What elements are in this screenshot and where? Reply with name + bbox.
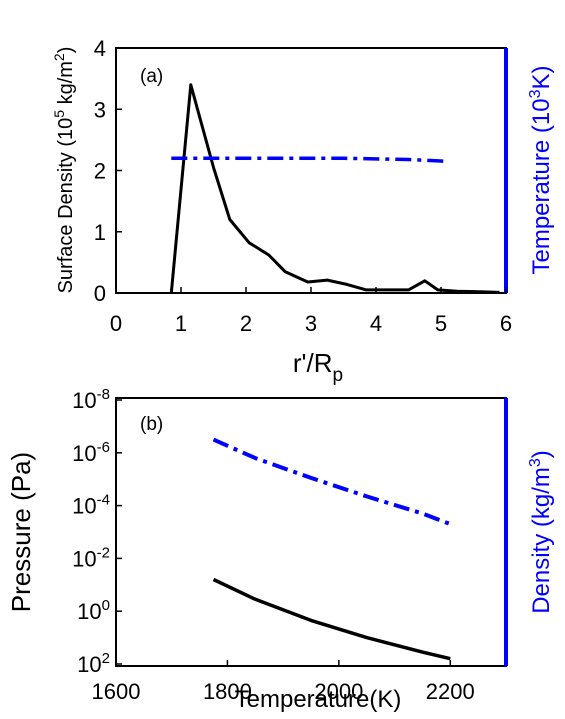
- panel-b-y-tick-base: 10: [72, 494, 96, 519]
- panel-b-y-tick-base: 10: [77, 652, 101, 677]
- panel-a-left-axis-sup1: 5: [51, 110, 67, 118]
- panel-a-x-tick-label: 6: [500, 311, 512, 336]
- panel-a-x-tick-label: 2: [240, 311, 252, 336]
- panel-b-x-axis-title: Temperature(K): [235, 686, 402, 713]
- panel-b-y-tick-exponent: 0: [102, 597, 110, 614]
- panel-a-left-axis-end: ): [55, 47, 77, 54]
- panel-a-x-tick-label: 1: [175, 311, 187, 336]
- panel-b-y-tick-exponent: -4: [97, 492, 110, 509]
- panel-a-left-axis-sup2: 2: [51, 53, 67, 61]
- panel-b-y-tick-exponent: -6: [97, 439, 110, 456]
- panel-b-right-axis-end: ): [528, 450, 555, 458]
- panel-a: 0 1 2 3 4 5 6 0 1 2 3 4 (a) r'/Rp Surface Density …: [51, 36, 555, 386]
- panel-a-x-axis-title: r'/Rp: [293, 348, 343, 386]
- panel-a-x-axis-label: r'/R: [293, 348, 333, 378]
- panel-b-x-tick-label: 2200: [426, 679, 475, 704]
- panel-a-left-axis-label: Surface Density (10: [55, 118, 77, 294]
- panel-b: 1600 1800 2000 2200 10-810-610-410-2100102 …: [6, 386, 555, 713]
- panel-b-y-tick-base: 10: [77, 599, 101, 624]
- panel-a-y-tick-label: 2: [94, 159, 106, 184]
- panel-b-y-tick-base: 10: [72, 546, 96, 571]
- panel-b-x-tick-label: 1600: [92, 679, 141, 704]
- panel-a-x-axis-subscript: p: [333, 365, 344, 386]
- panel-a-right-axis-label: Temperature (10: [528, 98, 555, 274]
- panel-a-y-tick-label: 0: [94, 281, 106, 306]
- panel-b-left-axis-title: Pressure (Pa): [6, 452, 36, 612]
- panel-b-x-ticks: 1600 1800 2000 2200: [92, 660, 475, 704]
- panel-b-y-tick-label: 10-6: [72, 439, 110, 466]
- panel-b-y-tick-exponent: 2: [102, 650, 110, 667]
- pressure-line: [212, 577, 451, 661]
- panel-a-x-tick-label: 0: [110, 311, 122, 336]
- panel-a-y-tick-label: 4: [94, 36, 106, 61]
- panel-b-y-tick-exponent: -8: [97, 386, 110, 403]
- panel-b-y-tick-label: 10-2: [72, 544, 110, 571]
- surface-density-line: [169, 83, 500, 294]
- panel-a-right-axis-title: Temperature (103K): [527, 66, 555, 275]
- panel-b-y-tick-label: 10-4: [72, 492, 110, 519]
- panel-a-y-ticks: 0 1 2 3 4: [94, 36, 122, 306]
- panel-b-y-tick-base: 10: [72, 441, 96, 466]
- panel-a-y-tick-label: 3: [94, 97, 106, 122]
- panel-b-y-tick-base: 10: [72, 388, 96, 413]
- panel-b-right-axis-title: Density (kg/m3): [527, 450, 555, 614]
- panel-b-x-tick-label: 1800: [203, 679, 252, 704]
- panel-a-left-axis-mid: kg/m: [55, 61, 77, 110]
- panel-b-y-tick-label: 100: [77, 597, 110, 624]
- temperature-line: [171, 156, 448, 164]
- panel-b-right-axis-label: Density (kg/m: [528, 467, 555, 614]
- density-line: [212, 437, 452, 526]
- panel-b-label: (b): [140, 414, 163, 435]
- panel-a-x-tick-label: 5: [435, 311, 447, 336]
- panel-a-x-tick-label: 3: [305, 311, 317, 336]
- panel-a-right-axis-end: K): [528, 66, 555, 90]
- panel-b-y-tick-label: 10-8: [72, 386, 110, 413]
- panel-b-y-tick-label: 102: [77, 650, 110, 677]
- panel-b-plot-frame: [115, 397, 507, 667]
- panel-a-marks: [169, 83, 500, 294]
- panel-a-label: (a): [140, 66, 163, 87]
- panel-b-y-tick-exponent: -2: [97, 544, 110, 561]
- panel-b-x-tick-label: 2000: [314, 679, 363, 704]
- panel-b-marks: [212, 437, 452, 661]
- panel-a-right-axis-sup: 3: [527, 89, 544, 98]
- panel-a-y-tick-label: 1: [94, 220, 106, 245]
- panel-b-right-axis-sup: 3: [527, 458, 544, 467]
- panel-a-left-axis-title: Surface Density (105 kg/m2): [51, 47, 77, 294]
- panel-a-x-tick-label: 4: [370, 311, 382, 336]
- panel-a-x-ticks: 0 1 2 3 4 5 6: [110, 287, 512, 336]
